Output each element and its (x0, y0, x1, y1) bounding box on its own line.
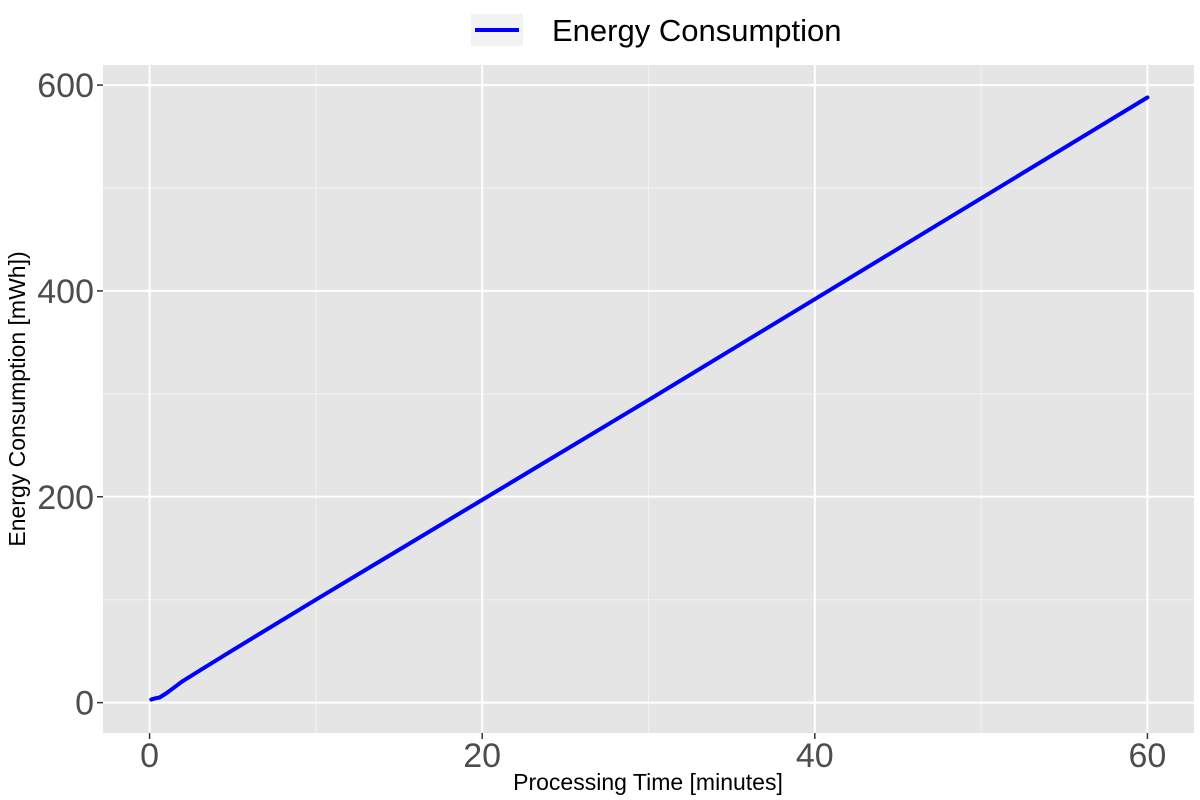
y-tick-label: 400 (37, 273, 94, 311)
y-tick-label: 600 (37, 67, 94, 105)
major-grid (103, 65, 1194, 733)
y-axis-title: Energy Consumption [mWh]) (4, 251, 30, 546)
series-layer (149, 95, 1150, 702)
x-tick-label: 40 (796, 737, 834, 775)
x-tick-label: 60 (1129, 737, 1167, 775)
legend-label: Energy Consumption (552, 13, 842, 48)
series-line (149, 95, 1150, 702)
y-tick-label: 0 (75, 685, 94, 723)
x-axis-title: Processing Time [minutes] (513, 769, 783, 795)
y-tick-label: 200 (37, 479, 94, 517)
x-axis: 0 20 40 60 (140, 733, 1166, 775)
x-tick-label: 0 (140, 737, 159, 775)
legend: Energy Consumption (471, 13, 842, 48)
x-tick-label: 20 (463, 737, 501, 775)
y-axis: 0 200 400 600 (37, 67, 103, 723)
